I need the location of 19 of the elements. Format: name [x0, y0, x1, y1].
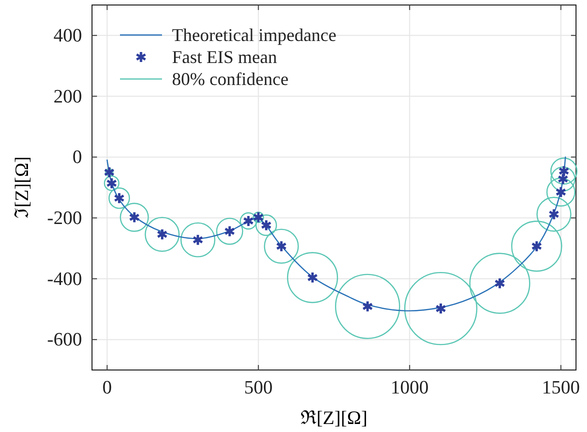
- y-axis-title: ℑ[Z][Ω]: [12, 156, 33, 219]
- legend-label: 80% confidence: [172, 69, 288, 89]
- x-tick-label: 1500: [542, 377, 580, 398]
- y-tick-label: -200: [47, 208, 82, 229]
- point: [362, 300, 374, 313]
- point: [531, 240, 542, 252]
- y-tick-label: 200: [54, 86, 82, 108]
- y-tick-label: 0: [72, 147, 82, 168]
- x-tick-label: 0: [102, 377, 112, 398]
- x-tick-label: 1000: [390, 377, 429, 398]
- x-tick-label: 500: [244, 377, 273, 398]
- legend-label: Theoretical impedance: [172, 25, 336, 45]
- y-tick-label: -600: [47, 330, 82, 351]
- point: [435, 302, 446, 315]
- point: [494, 277, 506, 290]
- legend-label: Fast EIS mean: [172, 47, 277, 67]
- y-tick-label: 400: [54, 25, 82, 46]
- y-tick-label: -400: [47, 268, 82, 290]
- x-axis-title: ℜ[Z][Ω]: [300, 408, 368, 429]
